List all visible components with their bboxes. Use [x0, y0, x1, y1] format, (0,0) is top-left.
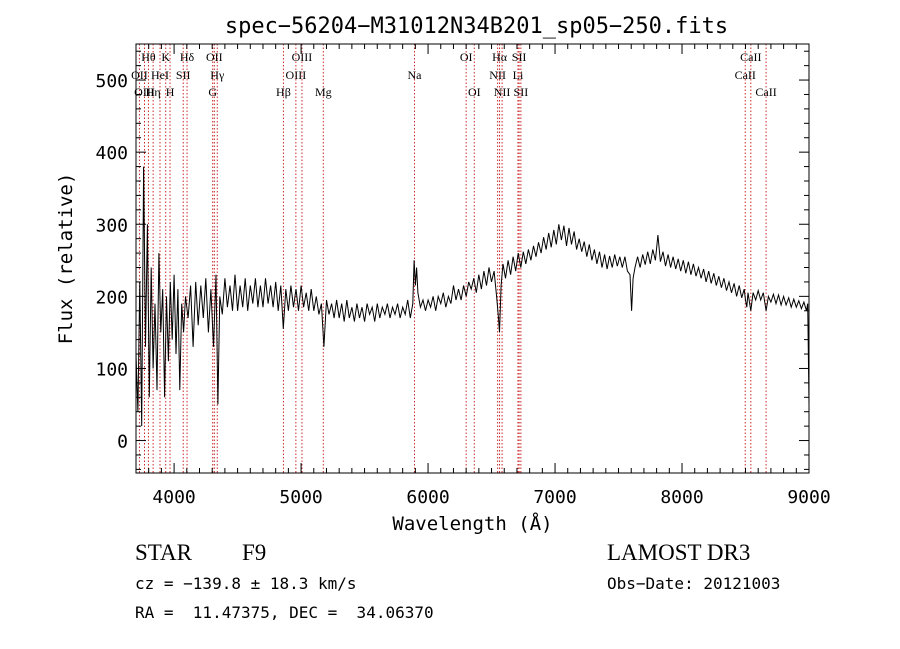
y-tick-label: 500 [95, 71, 128, 92]
line-marker-label: SII [176, 68, 191, 82]
line-marker-label: CaII [755, 85, 776, 99]
line-marker-label: NII [489, 68, 506, 82]
chart-title: spec−56204−M31012N34B201_sp05−250.fits [225, 14, 728, 39]
line-marker-label: Mg [315, 85, 332, 99]
line-marker-label: H [166, 85, 175, 99]
survey-label: LAMOST DR3 [607, 540, 751, 565]
line-marker-label: G [208, 85, 217, 99]
line-marker-label: HeI [151, 68, 169, 82]
redshift-text: cz = −139.8 ± 18.3 km/s [135, 574, 357, 593]
y-tick-label: 100 [95, 359, 128, 380]
line-marker-label: OI [468, 85, 481, 99]
x-axis-label: Wavelength (Å) [392, 512, 552, 535]
line-marker-label: NII [494, 85, 511, 99]
line-marker-label: OIII [134, 85, 155, 99]
line-marker-label: K [161, 50, 170, 64]
spectrum-chart: spec−56204−M31012N34B201_sp05−250.fits Hθ… [55, 14, 831, 535]
line-marker-label: Na [407, 68, 422, 82]
y-tick-label: 300 [95, 215, 128, 236]
line-marker-label: Hα [492, 50, 508, 64]
x-tick-label: 5000 [279, 487, 322, 508]
x-tick-label: 6000 [406, 487, 449, 508]
line-marker-label: Hδ [180, 50, 195, 64]
y-tick-label: 200 [95, 287, 128, 308]
line-marker-label: Li [513, 68, 524, 82]
object-class: STAR [135, 540, 192, 565]
object-subclass: F9 [242, 540, 267, 565]
line-marker-label: CaII [735, 68, 756, 82]
line-marker-label: Hη [146, 85, 161, 99]
line-marker-label: Hθ [141, 50, 156, 64]
coordinates-text: RA = 11.47375, DEC = 34.06370 [135, 603, 434, 622]
line-marker-label: OI [460, 50, 473, 64]
x-tick-label: 9000 [787, 487, 830, 508]
line-marker-label: Hβ [276, 85, 291, 99]
line-marker-label: SII [514, 85, 529, 99]
x-tick-label: 7000 [533, 487, 576, 508]
line-marker-label: Hγ [210, 68, 225, 82]
y-tick-label: 400 [95, 143, 128, 164]
x-tick-label: 4000 [152, 487, 195, 508]
spectrum-series-line [135, 166, 810, 427]
line-marker-label: OII [131, 68, 148, 82]
line-marker-label: OII [206, 50, 223, 64]
line-marker-label: OIII [292, 50, 313, 64]
obs-date-text: Obs−Date: 20121003 [607, 574, 781, 593]
line-marker-label: CaII [740, 50, 761, 64]
line-marker-label: SII [512, 50, 527, 64]
line-marker-label: OIII [286, 68, 307, 82]
plot-frame [135, 43, 810, 474]
y-tick-label: 0 [117, 432, 128, 453]
y-axis-label: Flux (relative) [55, 173, 77, 345]
x-tick-label: 8000 [660, 487, 703, 508]
